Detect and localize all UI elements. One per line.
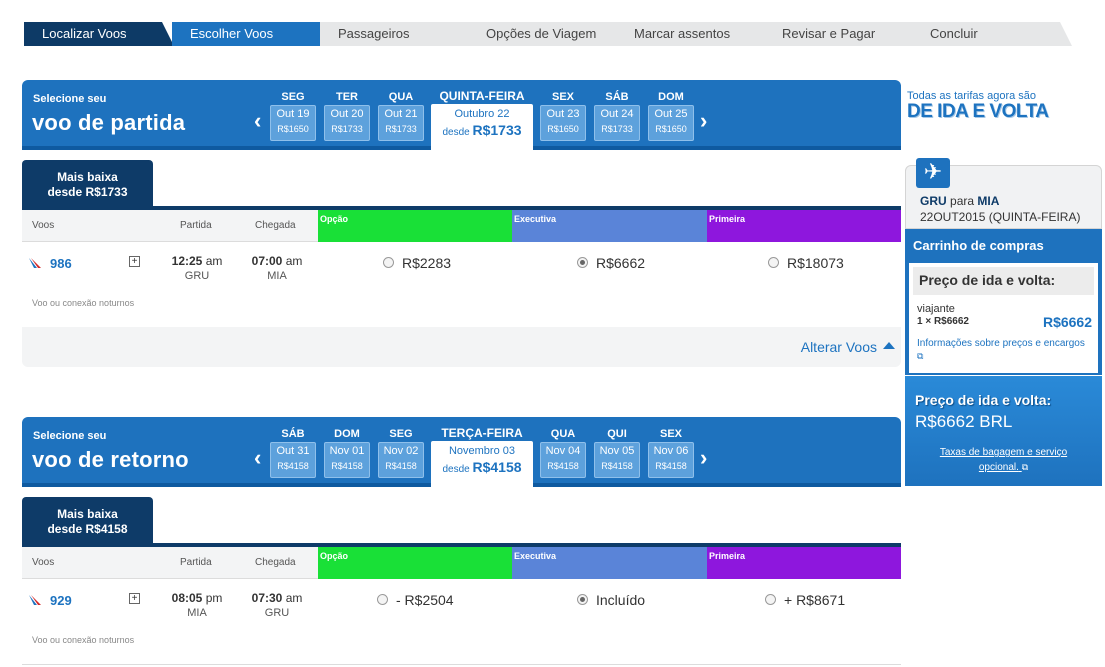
cabin-option-header: Opção bbox=[318, 210, 512, 242]
cart-traveler-total: R$6662 bbox=[1042, 314, 1092, 330]
prev-dates-arrow[interactable]: ‹ bbox=[254, 445, 262, 470]
flight-number-link[interactable]: 986 bbox=[50, 256, 72, 271]
pricing-info-link[interactable]: Informações sobre preços e encargos ⧉ bbox=[917, 338, 1085, 361]
option-fare-radio[interactable] bbox=[377, 594, 388, 605]
cabin-executive-header: Executiva bbox=[512, 547, 707, 579]
cabin-executive-header: Executiva bbox=[512, 210, 707, 242]
external-link-icon: ⧉ bbox=[917, 351, 924, 361]
day-option[interactable]: DOM Out 25 R$1650 bbox=[648, 80, 694, 141]
total-amount: R$6662 BRL bbox=[915, 412, 1013, 431]
step-travel-options[interactable]: Opções de Viagem bbox=[468, 22, 628, 46]
lowest-fare-tab[interactable]: Mais baixa desde R$4158 bbox=[22, 497, 153, 543]
round-trip-promo: Todas as tarifas agora são DE IDA E VOLT… bbox=[907, 90, 1049, 122]
step-complete[interactable]: Concluir bbox=[912, 22, 1072, 46]
section-title: voo de partida bbox=[32, 110, 186, 135]
first-fare-radio[interactable] bbox=[768, 257, 779, 268]
step-seats[interactable]: Marcar assentos bbox=[616, 22, 776, 46]
overnight-note: Voo ou conexão noturnos bbox=[32, 298, 135, 308]
first-fare-price: R$18073 bbox=[787, 255, 844, 271]
executive-fare-radio[interactable] bbox=[577, 257, 588, 268]
option-fare-price: - R$2504 bbox=[396, 592, 454, 608]
column-header: Voos Partida Chegada Opção Executiva Pri… bbox=[22, 547, 901, 579]
select-label: Selecione seu bbox=[33, 430, 107, 442]
outbound-header: Selecione seu voo de partida ‹ SEG Out 19… bbox=[22, 80, 901, 150]
next-dates-arrow[interactable]: › bbox=[700, 445, 708, 470]
progress-steps: Localizar Voos Escolher Voos Passageiros… bbox=[24, 22, 1074, 46]
airline-logo-icon bbox=[29, 258, 41, 268]
executive-fare-radio[interactable] bbox=[577, 594, 588, 605]
shopping-cart: Carrinho de compras Preço de ida e volta… bbox=[905, 229, 1102, 375]
step-find-flights[interactable]: Localizar Voos bbox=[24, 22, 174, 46]
day-option[interactable]: TER Out 20 R$1733 bbox=[324, 80, 370, 141]
step-choose-flights[interactable]: Escolher Voos bbox=[172, 22, 332, 46]
cart-title: Carrinho de compras bbox=[913, 238, 1044, 253]
day-option[interactable]: SÁB Out 31 R$4158 bbox=[270, 417, 316, 478]
flight-number-link[interactable]: 929 bbox=[50, 593, 72, 608]
select-label: Selecione seu bbox=[33, 93, 107, 105]
step-review-pay[interactable]: Revisar e Pagar bbox=[764, 22, 924, 46]
day-option[interactable]: QUA Nov 04 R$4158 bbox=[540, 417, 586, 478]
collapse-up-icon[interactable] bbox=[883, 342, 895, 349]
expand-details-button[interactable]: + bbox=[129, 593, 140, 604]
flight-row: 986 + 12:25 am GRU 07:00 am MIA R$2283 R$6… bbox=[22, 242, 901, 328]
selected-day: TERÇA-FEIRA Novembro 03 desde R$4158 bbox=[431, 417, 533, 487]
cabin-first-header: Primeira bbox=[707, 210, 901, 242]
return-header: Selecione seu voo de retorno ‹ SÁB Out 31… bbox=[22, 417, 901, 487]
day-option[interactable]: QUA Out 21 R$1733 bbox=[378, 80, 424, 141]
executive-fare-price: Incluído bbox=[596, 592, 646, 608]
day-option[interactable]: SEG Nov 02 R$4158 bbox=[378, 417, 424, 478]
executive-fare-price: R$6662 bbox=[596, 255, 646, 271]
change-flights-bar: Alterar Voos bbox=[22, 327, 901, 367]
expand-details-button[interactable]: + bbox=[129, 256, 140, 267]
overnight-note: Voo ou conexão noturnos bbox=[32, 635, 135, 645]
day-option[interactable]: QUI Nov 05 R$4158 bbox=[594, 417, 640, 478]
cabin-option-header: Opção bbox=[318, 547, 512, 579]
total-panel: Preço de ida e volta: R$6662 BRL Taxas d… bbox=[905, 376, 1102, 486]
option-fare-radio[interactable] bbox=[383, 257, 394, 268]
day-option[interactable]: DOM Nov 01 R$4158 bbox=[324, 417, 370, 478]
divider bbox=[22, 543, 901, 547]
external-link-icon: ⧉ bbox=[1021, 462, 1029, 472]
day-option[interactable]: SEX Out 23 R$1650 bbox=[540, 80, 586, 141]
airline-logo-icon bbox=[29, 595, 41, 605]
column-header: Voos Partida Chegada Opção Executiva Pri… bbox=[22, 210, 901, 242]
option-fare-price: R$2283 bbox=[402, 255, 452, 271]
day-option[interactable]: SÁB Out 24 R$1733 bbox=[594, 80, 640, 141]
first-fare-price: + R$8671 bbox=[784, 592, 846, 608]
divider bbox=[22, 206, 901, 210]
arrival-time: 07:30 am GRU bbox=[251, 591, 303, 619]
day-option[interactable]: SEG Out 19 R$1650 bbox=[270, 80, 316, 141]
cart-price-heading: Preço de ida e volta: bbox=[913, 267, 1094, 295]
plane-icon: ✈ bbox=[916, 158, 950, 188]
change-flights-link[interactable]: Alterar Voos bbox=[800, 339, 877, 355]
section-title: voo de retorno bbox=[32, 447, 189, 472]
next-dates-arrow[interactable]: › bbox=[700, 108, 708, 133]
cabin-first-header: Primeira bbox=[707, 547, 901, 579]
flight-row: 929 + 08:05 pm MIA 07:30 am GRU - R$2504 I… bbox=[22, 579, 901, 665]
lowest-fare-tab[interactable]: Mais baixa desde R$1733 bbox=[22, 160, 153, 206]
arrival-time: 07:00 am MIA bbox=[251, 254, 303, 282]
day-option[interactable]: SEX Nov 06 R$4158 bbox=[648, 417, 694, 478]
selected-day: QUINTA-FEIRA Outubro 22 desde R$1733 bbox=[431, 80, 533, 150]
departure-time: 12:25 am GRU bbox=[171, 254, 223, 282]
baggage-fees-link[interactable]: Taxas de bagagem e serviço opcional. ⧉ bbox=[939, 447, 1068, 473]
departure-time: 08:05 pm MIA bbox=[171, 591, 223, 619]
step-passengers[interactable]: Passageiros bbox=[320, 22, 480, 46]
prev-dates-arrow[interactable]: ‹ bbox=[254, 108, 262, 133]
first-fare-radio[interactable] bbox=[765, 594, 776, 605]
